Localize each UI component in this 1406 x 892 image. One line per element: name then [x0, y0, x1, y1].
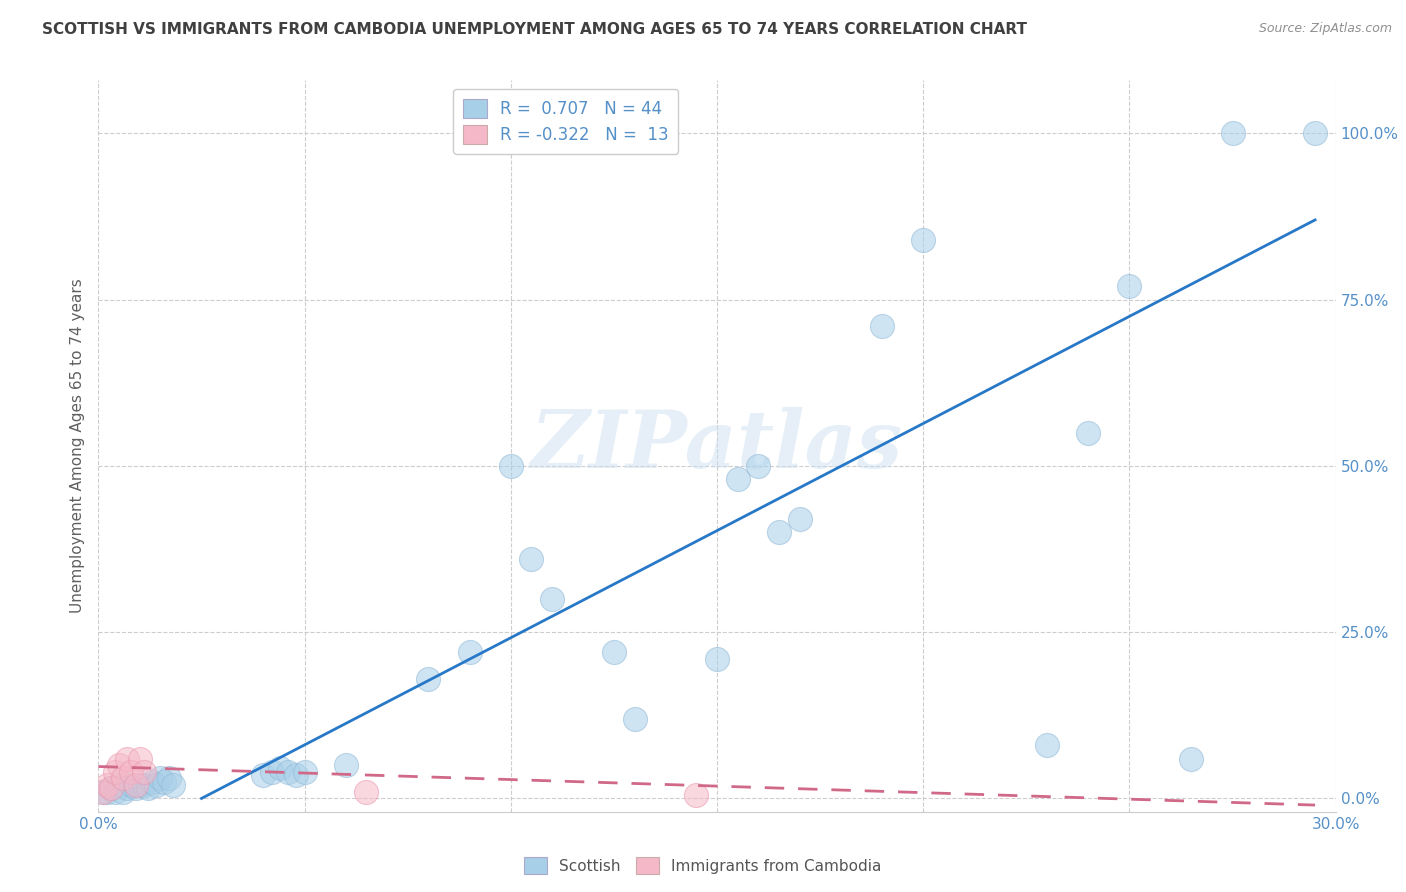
Y-axis label: Unemployment Among Ages 65 to 74 years: Unemployment Among Ages 65 to 74 years: [70, 278, 86, 614]
Point: [1077, 425, 1099, 440]
Point: [104, 764, 127, 779]
Point: [1180, 751, 1202, 765]
Point: [706, 652, 728, 666]
Point: [520, 552, 543, 566]
Point: [108, 778, 131, 792]
Legend: R =  0.707   N = 44, R = -0.322   N =  13: R = 0.707 N = 44, R = -0.322 N = 13: [453, 88, 679, 153]
Point: [1036, 738, 1059, 752]
Point: [252, 768, 274, 782]
Point: [120, 764, 142, 779]
Point: [294, 764, 316, 779]
Point: [124, 778, 146, 792]
Point: [1222, 127, 1244, 141]
Point: [100, 781, 122, 796]
Point: [789, 512, 811, 526]
Point: [356, 785, 378, 799]
Point: [458, 645, 481, 659]
Point: [128, 751, 150, 765]
Point: [260, 764, 283, 779]
Point: [100, 781, 122, 796]
Point: [153, 774, 176, 789]
Point: [104, 785, 127, 799]
Point: [120, 778, 142, 792]
Point: [108, 758, 131, 772]
Point: [912, 233, 935, 247]
Point: [128, 778, 150, 792]
Legend: Scottish, Immigrants from Cambodia: Scottish, Immigrants from Cambodia: [519, 851, 887, 880]
Point: [1303, 127, 1326, 141]
Point: [727, 472, 749, 486]
Point: [96, 785, 118, 799]
Point: [117, 751, 139, 765]
Point: [1118, 279, 1140, 293]
Point: [91, 785, 114, 799]
Point: [870, 319, 893, 334]
Text: SCOTTISH VS IMMIGRANTS FROM CAMBODIA UNEMPLOYMENT AMONG AGES 65 TO 74 YEARS CORR: SCOTTISH VS IMMIGRANTS FROM CAMBODIA UNE…: [42, 22, 1028, 37]
Point: [117, 781, 139, 796]
Point: [541, 591, 564, 606]
Point: [418, 672, 440, 686]
Point: [285, 768, 308, 782]
Point: [112, 772, 135, 786]
Point: [157, 772, 180, 786]
Text: ZIPatlas: ZIPatlas: [531, 408, 903, 484]
Point: [277, 764, 299, 779]
Point: [747, 458, 769, 473]
Point: [149, 772, 172, 786]
Point: [145, 778, 167, 792]
Point: [685, 788, 707, 802]
Text: Source: ZipAtlas.com: Source: ZipAtlas.com: [1258, 22, 1392, 36]
Point: [132, 778, 155, 792]
Point: [141, 774, 163, 789]
Point: [162, 778, 184, 792]
Point: [132, 764, 155, 779]
Point: [112, 785, 135, 799]
Point: [96, 778, 118, 792]
Point: [269, 762, 291, 776]
Point: [623, 712, 645, 726]
Point: [768, 525, 790, 540]
Point: [91, 785, 114, 799]
Point: [335, 758, 357, 772]
Point: [124, 781, 146, 796]
Point: [603, 645, 626, 659]
Point: [136, 781, 159, 796]
Point: [499, 458, 522, 473]
